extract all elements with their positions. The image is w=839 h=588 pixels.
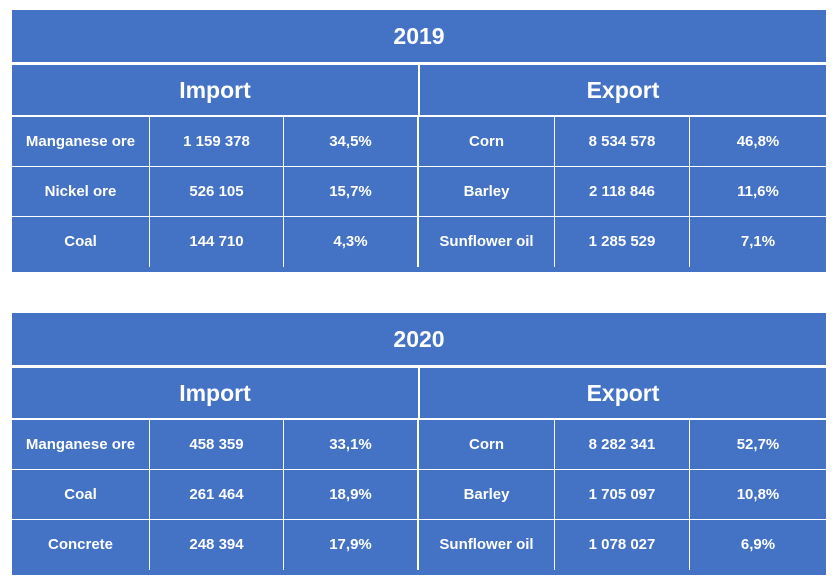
import-value-cell: 1 159 378	[150, 117, 284, 166]
import-item-cell: Manganese ore	[12, 420, 150, 469]
import-item-cell: Nickel ore	[12, 167, 150, 216]
table-row: Coal 144 710 4,3% Sunflower oil 1 285 52…	[12, 217, 826, 267]
import-share-cell: 34,5%	[284, 117, 419, 166]
import-share-cell: 33,1%	[284, 420, 419, 469]
export-header: Export	[586, 379, 660, 406]
export-share-cell: 10,8%	[736, 485, 780, 503]
export-item-cell: Corn	[419, 117, 555, 166]
table-2019: 2019 Import Export Manganese ore 1 159 3…	[12, 10, 826, 272]
export-share-cell: 7,1%	[740, 233, 776, 250]
export-item-cell: Corn	[419, 420, 555, 469]
import-item-cell: Concrete	[12, 520, 150, 570]
header-row: Import Export	[12, 65, 826, 117]
export-item-cell: Sunflower oil	[419, 520, 555, 570]
import-share-cell: 18,9%	[284, 470, 419, 519]
import-share-cell: 4,3%	[284, 217, 419, 267]
import-item-cell: Coal	[12, 217, 150, 267]
export-value-cell: 1 078 027	[555, 520, 690, 570]
table-2020: 2020 Import Export Manganese ore 458 359…	[12, 313, 826, 575]
export-share-cell: 52,7%	[736, 435, 780, 453]
table-body: Manganese ore 1 159 378 34,5% Corn 8 534…	[12, 117, 826, 267]
export-value-cell: 8 282 341	[555, 420, 690, 469]
export-share-cell: 6,9%	[740, 536, 776, 553]
export-value-cell: 2 118 846	[555, 167, 690, 216]
import-value-cell: 261 464	[150, 470, 284, 519]
table-row: Concrete 248 394 17,9% Sunflower oil 1 0…	[12, 520, 826, 570]
table-row: Manganese ore 1 159 378 34,5% Corn 8 534…	[12, 117, 826, 167]
table-row: Manganese ore 458 359 33,1% Corn 8 282 3…	[12, 420, 826, 470]
export-value-cell: 8 534 578	[555, 117, 690, 166]
table-row: Nickel ore 526 105 15,7% Barley 2 118 84…	[12, 167, 826, 217]
import-header: Import	[12, 368, 420, 418]
import-value-cell: 248 394	[150, 520, 284, 570]
table-row: Coal 261 464 18,9% Barley 1 705 097 10,8…	[12, 470, 826, 520]
import-value-cell: 526 105	[150, 167, 284, 216]
export-item-cell: Barley	[419, 167, 555, 216]
table-body: Manganese ore 458 359 33,1% Corn 8 282 3…	[12, 420, 826, 570]
export-value-cell: 1 705 097	[555, 470, 690, 519]
import-share-cell: 15,7%	[284, 167, 419, 216]
year-title: 2019	[12, 10, 826, 65]
import-item-cell: Manganese ore	[12, 117, 150, 166]
import-item-cell: Coal	[12, 470, 150, 519]
export-value-cell: 1 285 529	[555, 217, 690, 267]
export-item-cell: Sunflower oil	[419, 217, 555, 267]
export-header: Export	[586, 76, 660, 103]
header-row: Import Export	[12, 368, 826, 420]
import-share-cell: 17,9%	[284, 520, 419, 570]
export-share-cell: 11,6%	[737, 182, 779, 200]
export-share-cell: 46,8%	[736, 132, 780, 150]
year-title: 2020	[12, 313, 826, 368]
export-item-cell: Barley	[419, 470, 555, 519]
import-value-cell: 458 359	[150, 420, 284, 469]
import-header: Import	[12, 65, 420, 115]
import-value-cell: 144 710	[150, 217, 284, 267]
